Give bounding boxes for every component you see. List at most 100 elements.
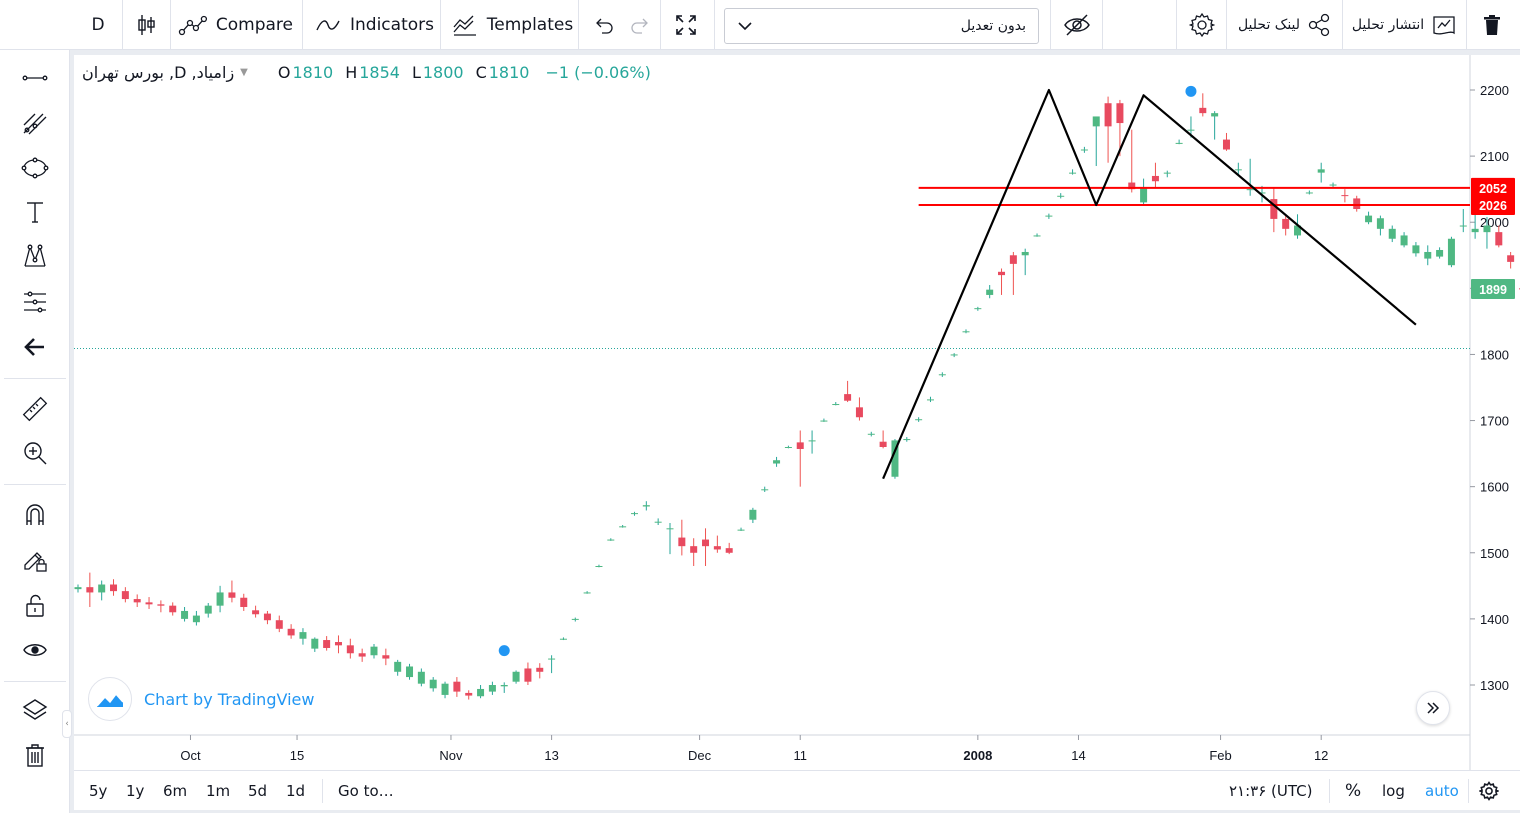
range-6m-button[interactable]: 6m: [163, 771, 187, 811]
candle-up: [370, 644, 378, 659]
candle-up: [962, 329, 970, 334]
candle-body: [1412, 245, 1420, 254]
candle-up: [1080, 146, 1088, 153]
candle-body: [773, 460, 781, 464]
candle-body: [74, 587, 82, 590]
candle-body: [619, 526, 627, 528]
pattern-icon[interactable]: [14, 238, 56, 274]
zoom-in-icon[interactable]: [14, 435, 56, 471]
candle-body: [181, 610, 189, 619]
candle-down: [1128, 129, 1136, 193]
candle-down: [121, 587, 129, 603]
trash-icon[interactable]: [14, 737, 56, 773]
candle-body: [1128, 182, 1136, 190]
y-tick-label: 1600: [1480, 480, 1509, 495]
fullscreen-icon[interactable]: [666, 0, 706, 50]
signal-marker: [498, 645, 510, 657]
ohlc-legend: زامیاد, D, بورس تهران ▼ O 1810 H 1854 L 180…: [82, 63, 651, 82]
candle-body: [678, 537, 686, 547]
goto-label: Go to…: [338, 782, 394, 800]
pitchfork-icon[interactable]: [14, 105, 56, 141]
close-value: 1810: [488, 63, 530, 82]
templates-label: Templates: [486, 15, 574, 35]
candle-body: [1447, 238, 1455, 266]
symbol-name[interactable]: زامیاد, D, بورس تهران: [82, 63, 235, 82]
candle-down: [1282, 215, 1290, 236]
close-key: C: [475, 63, 487, 82]
adjustment-select[interactable]: بدون تعدیل: [724, 8, 1039, 44]
compare-button[interactable]: Compare: [178, 0, 293, 50]
price-axis-label-bg: [1471, 278, 1515, 299]
shapes-icon[interactable]: [14, 150, 56, 186]
candle-up: [1092, 116, 1100, 167]
undo-icon[interactable]: [586, 0, 622, 50]
layers-icon[interactable]: [14, 692, 56, 728]
x-tick-label: Nov: [439, 748, 463, 763]
indicators-button[interactable]: Indicators: [310, 0, 438, 50]
share-link-button[interactable]: لینک تحلیل: [1230, 0, 1340, 50]
goto-button[interactable]: Go to…: [338, 771, 394, 811]
interval-button[interactable]: D: [76, 0, 120, 50]
candle-body: [867, 433, 875, 435]
candle-body: [358, 653, 366, 657]
candle-down: [157, 600, 165, 613]
candle-down: [382, 648, 390, 666]
range-5y-button[interactable]: 5y: [89, 771, 107, 811]
candle-body: [713, 546, 721, 550]
price-chart[interactable]: 1300140015001600170018001900200021002200…: [74, 55, 1520, 770]
back-arrow-icon[interactable]: [14, 329, 56, 365]
log-toggle[interactable]: log: [1382, 771, 1405, 811]
chevron-down-icon[interactable]: ▼: [240, 67, 248, 78]
trend-line-icon[interactable]: [14, 60, 56, 96]
range-1y-button[interactable]: 1y: [126, 771, 144, 811]
candle-down: [1009, 251, 1017, 295]
price-axis-label: 2026: [1479, 199, 1507, 213]
candle-down: [1199, 93, 1207, 117]
chart-panel[interactable]: 1300140015001600170018001900200021002200…: [74, 55, 1520, 770]
candle-down: [287, 624, 295, 639]
share-link-label: لینک تحلیل: [1237, 17, 1301, 33]
range-1d-button[interactable]: 1d: [286, 771, 305, 811]
templates-button[interactable]: Templates: [448, 0, 576, 50]
tradingview-logo-icon: [88, 677, 132, 721]
publish-button[interactable]: انتشار تحلیل: [1346, 0, 1464, 50]
collapse-toolbar-handle[interactable]: ‹: [62, 710, 72, 738]
magnet-icon[interactable]: [14, 497, 56, 533]
range-1m-button[interactable]: 1m: [206, 771, 230, 811]
candle-down: [1116, 99, 1124, 157]
hide-drawings-icon[interactable]: [1054, 0, 1100, 50]
candle-down: [524, 662, 532, 685]
range-5d-button[interactable]: 5d: [248, 771, 267, 811]
x-tick-label: 13: [544, 748, 558, 763]
clock-display[interactable]: ۲۱:۳۶ (UTC): [1229, 771, 1313, 811]
candle-up: [642, 501, 650, 511]
chart-settings-gear-icon[interactable]: [1479, 771, 1499, 811]
candle-up: [1483, 216, 1491, 249]
candle-down: [998, 268, 1006, 295]
settings-gear-icon[interactable]: [1180, 0, 1224, 50]
delete-trash-icon[interactable]: [1470, 0, 1514, 50]
candle-down: [346, 638, 354, 659]
candle-up: [204, 603, 212, 618]
toolbar-divider: [322, 779, 323, 803]
candle-body: [311, 638, 319, 649]
price-axis-label-bg: [1471, 195, 1515, 216]
tradingview-watermark[interactable]: Chart by TradingView: [88, 677, 314, 721]
scroll-to-realtime-button[interactable]: [1416, 691, 1450, 725]
redo-icon[interactable]: [622, 0, 658, 50]
candle-body: [133, 599, 141, 603]
auto-toggle[interactable]: auto: [1425, 771, 1459, 811]
fib-retracement-icon[interactable]: [14, 284, 56, 320]
lock-drawing-icon[interactable]: [14, 541, 56, 577]
text-icon[interactable]: [14, 194, 56, 230]
eye-icon[interactable]: [14, 632, 56, 668]
candles-icon[interactable]: [124, 0, 168, 50]
percent-toggle[interactable]: %: [1345, 771, 1361, 811]
toolbar-divider: [122, 0, 123, 50]
ruler-icon[interactable]: [14, 391, 56, 427]
candle-up: [1045, 213, 1053, 219]
candle-up: [583, 591, 591, 594]
unlock-icon[interactable]: [14, 587, 56, 623]
candle-body: [1483, 225, 1491, 233]
candle-body: [121, 591, 129, 600]
